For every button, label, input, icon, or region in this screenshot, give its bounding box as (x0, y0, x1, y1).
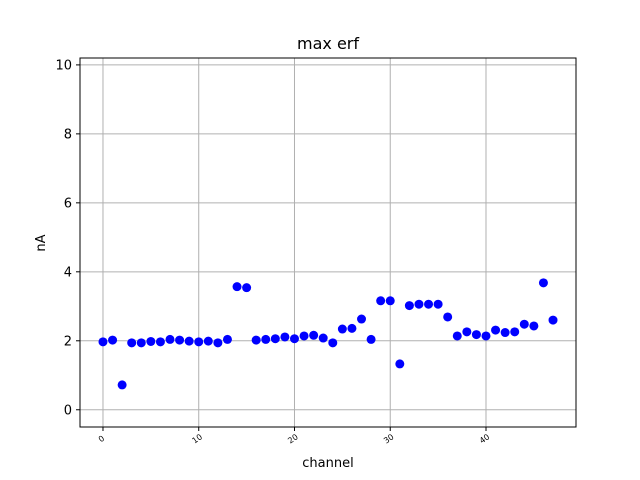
data-point (548, 315, 558, 325)
data-point (529, 321, 539, 331)
y-tick-label: 6 (64, 196, 72, 211)
x-tick-label: 40 (478, 432, 492, 445)
data-point (347, 323, 357, 333)
chart-title: max erf (297, 34, 359, 53)
data-point (155, 337, 165, 347)
data-point (357, 314, 367, 324)
data-point (213, 338, 223, 348)
data-point (232, 282, 242, 292)
data-point (414, 299, 424, 309)
data-point (385, 296, 395, 306)
data-point (299, 331, 309, 341)
data-point (165, 334, 175, 344)
data-point (500, 328, 510, 338)
data-point (184, 336, 194, 346)
data-point (222, 334, 232, 344)
data-point (481, 331, 491, 341)
y-tick-label: 8 (64, 127, 72, 142)
data-point (309, 330, 319, 340)
data-point (395, 359, 405, 369)
data-point (491, 325, 501, 335)
data-point (242, 283, 252, 293)
y-tick-label: 10 (55, 58, 72, 73)
plot-frame (79, 57, 577, 428)
data-point (127, 338, 137, 348)
data-point (519, 319, 529, 329)
data-point (376, 296, 386, 306)
y-tick-label: 2 (64, 334, 72, 349)
data-points (98, 278, 558, 390)
grid-lines (80, 58, 576, 427)
data-point (203, 336, 213, 346)
data-point (136, 338, 146, 348)
data-point (261, 334, 271, 344)
data-point (510, 327, 520, 337)
data-point (452, 331, 462, 341)
data-point (366, 334, 376, 344)
data-point (289, 334, 299, 344)
y-tick-label: 0 (64, 403, 72, 418)
data-point (270, 334, 280, 344)
data-point (117, 380, 127, 390)
x-tick-label: 10 (191, 432, 205, 445)
data-point (98, 337, 108, 347)
data-point (146, 336, 156, 346)
data-point (462, 327, 472, 337)
data-point (433, 299, 443, 309)
data-point (251, 335, 261, 345)
y-axis-label: nA (34, 234, 49, 251)
x-tick-label: 30 (382, 432, 396, 445)
data-point (280, 332, 290, 342)
data-point (175, 335, 185, 345)
data-point (337, 324, 347, 334)
x-tick-label: 20 (286, 432, 300, 445)
x-axis-label: channel (302, 456, 353, 471)
data-point (538, 278, 548, 288)
data-point (318, 333, 328, 343)
data-point (471, 330, 481, 340)
data-point (424, 299, 434, 309)
y-tick-label: 4 (64, 265, 72, 280)
data-point (328, 338, 338, 348)
x-tick-label: 0 (97, 434, 106, 444)
data-point (194, 337, 204, 347)
data-point (108, 335, 118, 345)
data-point (404, 301, 414, 311)
data-point (443, 312, 453, 322)
